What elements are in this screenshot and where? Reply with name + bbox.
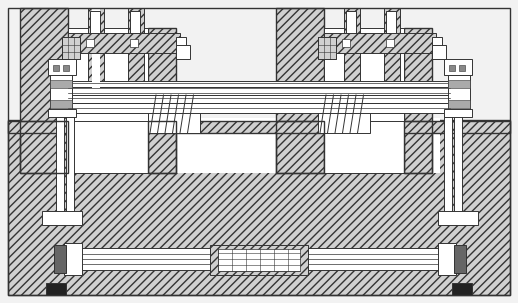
Bar [130, 11, 140, 33]
Bar [56, 113, 64, 213]
Bar [324, 121, 404, 173]
Bar [454, 245, 466, 273]
Bar [176, 45, 190, 59]
Bar [386, 11, 396, 33]
Bar [448, 100, 470, 108]
Bar [8, 120, 510, 295]
Bar [68, 28, 148, 173]
Bar [68, 121, 148, 173]
Bar [218, 249, 300, 271]
Bar [346, 11, 356, 33]
Bar [64, 225, 458, 275]
Bar [90, 11, 100, 33]
Bar [50, 100, 72, 108]
Bar [68, 87, 450, 95]
Bar [432, 45, 446, 59]
Bar [438, 211, 478, 225]
Bar [176, 37, 186, 49]
Bar [342, 39, 350, 47]
Bar [53, 65, 59, 71]
Bar [8, 121, 510, 133]
Bar [48, 109, 76, 117]
Bar [68, 103, 450, 113]
Bar [448, 80, 470, 88]
Bar [148, 95, 200, 133]
Bar [438, 243, 456, 275]
Bar [384, 8, 400, 93]
Bar [452, 283, 472, 295]
Bar [78, 248, 440, 270]
Bar [130, 39, 138, 47]
Bar [128, 8, 144, 93]
Bar [68, 95, 450, 103]
Bar [324, 28, 404, 173]
Bar [62, 37, 80, 59]
Bar [344, 8, 360, 93]
Bar [318, 95, 370, 133]
Bar [68, 81, 450, 87]
Bar [276, 8, 324, 173]
Bar [148, 121, 176, 173]
Bar [404, 121, 432, 173]
Bar [318, 37, 328, 49]
Bar [148, 28, 176, 173]
Bar [50, 75, 72, 115]
Bar [68, 121, 148, 173]
Bar [324, 121, 404, 173]
Bar [454, 113, 462, 213]
Bar [459, 65, 465, 71]
Bar [48, 59, 76, 75]
Bar [46, 283, 66, 295]
Bar [318, 37, 336, 59]
Bar [64, 243, 82, 275]
Bar [386, 39, 394, 47]
Bar [42, 211, 82, 225]
Bar [444, 59, 472, 75]
Bar [448, 75, 470, 115]
Bar [50, 80, 72, 88]
Bar [20, 121, 68, 173]
Bar [404, 28, 432, 173]
Bar [68, 118, 440, 173]
Bar [86, 39, 94, 47]
Bar [444, 113, 452, 213]
Bar [210, 245, 308, 275]
Bar [88, 8, 104, 93]
Bar [20, 8, 68, 173]
Bar [449, 65, 455, 71]
Bar [276, 121, 324, 173]
Bar [432, 37, 442, 49]
Bar [444, 109, 472, 117]
Bar [63, 65, 69, 71]
Bar [92, 8, 100, 93]
Bar [68, 33, 180, 53]
Bar [62, 37, 72, 49]
Bar [66, 113, 74, 213]
Bar [54, 245, 66, 273]
Bar [324, 33, 436, 53]
